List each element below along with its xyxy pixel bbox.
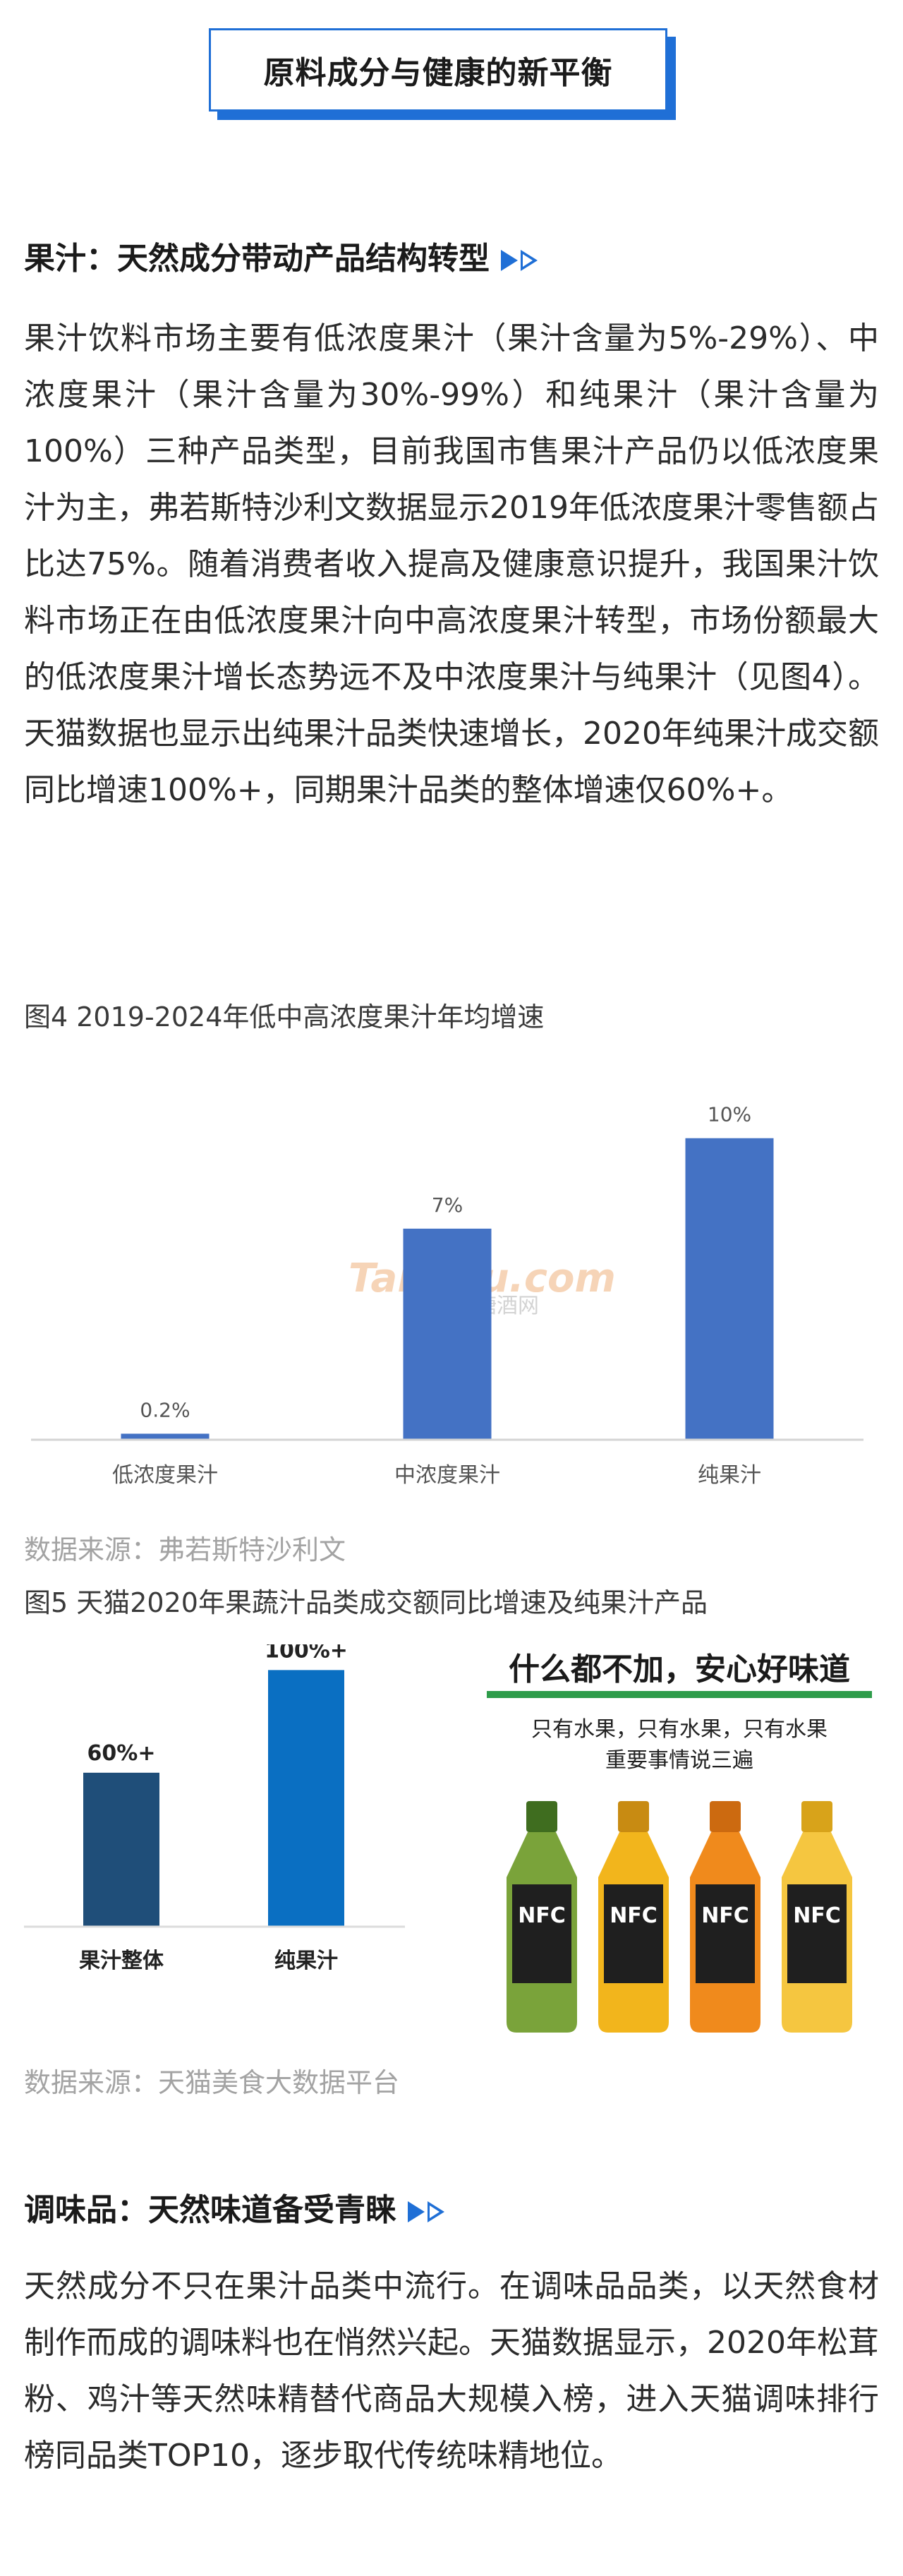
bar-1 <box>83 1772 159 1927</box>
bar-value-label: 100%+ <box>265 1644 348 1663</box>
juice-bottle: NFC <box>507 1801 577 2033</box>
figure5-chart: 60%+ 果汁整体 100%+ 纯果汁 <box>24 1644 405 1973</box>
seasoning-paragraph: 天然成分不只在果汁品类中流行。在调味品品类，以天然食材制作而成的调味料也在悄然兴… <box>24 2268 879 2474</box>
play-arrow-outline-icon <box>428 2201 444 2222</box>
bar-1 <box>121 1433 210 1440</box>
category-label: 中浓度果汁 <box>394 1463 500 1488</box>
juice-bottle: NFC <box>690 1801 760 2033</box>
seasoning-heading-row: 调味品：天然味道备受青睐 <box>24 2184 444 2229</box>
bottle-label: NFC <box>518 1903 566 1928</box>
nfc-product-ad: 什么都不加，安心好味道 只有水果，只有水果，只有水果 重要事情说三遍 NFC NF… <box>487 1651 872 2033</box>
category-label: 果汁整体 <box>79 1949 164 1973</box>
figure5-caption: 图5 天猫2020年果蔬汁品类成交额同比增速及纯果汁产品 <box>24 1587 708 1618</box>
seasoning-heading: 调味品：天然味道备受青睐 <box>24 2192 396 2228</box>
play-arrow-outline-icon <box>521 250 538 271</box>
ad-line-2: 重要事情说三遍 <box>605 1748 753 1773</box>
bottle-label: NFC <box>610 1903 657 1928</box>
bottle-label: NFC <box>793 1903 841 1928</box>
figure5-source: 数据来源：天猫美食大数据平台 <box>24 2067 400 2098</box>
figure4-source: 数据来源：弗若斯特沙利文 <box>24 1534 346 1565</box>
bar-2 <box>403 1228 492 1440</box>
figure4-caption: 图4 2019-2024年低中高浓度果汁年均增速 <box>24 1001 545 1033</box>
ad-headline: 什么都不加，安心好味道 <box>509 1651 850 1687</box>
section-banner: 原料成分与健康的新平衡 <box>209 28 667 112</box>
juice-paragraph: 果汁饮料市场主要有低浓度果汁（果汁含量为5%-29%）、中浓度果汁（果汁含量为3… <box>24 320 879 808</box>
bottle-label: NFC <box>701 1903 749 1928</box>
category-label: 低浓度果汁 <box>112 1463 218 1488</box>
bar-2 <box>268 1670 344 1927</box>
play-arrow-icon <box>501 250 518 271</box>
play-arrow-icon <box>408 2201 425 2222</box>
ad-line-1: 只有水果，只有水果，只有水果 <box>531 1717 828 1742</box>
category-label: 纯果汁 <box>274 1949 338 1973</box>
bar-value-label: 0.2% <box>140 1398 190 1421</box>
juice-heading-row: 果汁：天然成分带动产品结构转型 <box>24 233 538 278</box>
bar-value-label: 10% <box>708 1103 751 1126</box>
bar-3 <box>685 1138 774 1440</box>
bar-value-label: 7% <box>432 1193 463 1217</box>
category-label: 纯果汁 <box>698 1463 761 1488</box>
bar-value-label: 60%+ <box>87 1741 156 1766</box>
juice-heading: 果汁：天然成分带动产品结构转型 <box>24 241 490 277</box>
ad-headline-underline <box>487 1691 872 1698</box>
juice-bottle: NFC <box>782 1801 852 2033</box>
juice-bottle: NFC <box>598 1801 669 2033</box>
